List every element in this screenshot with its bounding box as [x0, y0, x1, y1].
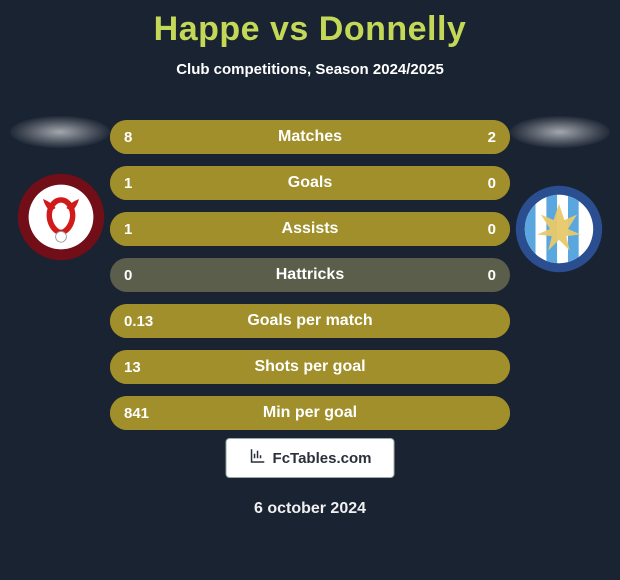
stat-label: Goals per match — [110, 312, 510, 330]
stat-label: Matches — [110, 128, 510, 146]
subtitle: Club competitions, Season 2024/2025 — [0, 61, 620, 78]
stat-label: Hattricks — [110, 266, 510, 284]
stat-rows-container: 82Matches 10Goals 10Assists 00Hattricks 0.13… — [110, 120, 510, 442]
page-title: Happe vs Donnelly — [0, 0, 620, 49]
colchester-united-badge — [514, 184, 604, 274]
footer-site-badge: FcTables.com — [226, 438, 395, 478]
stat-label: Assists — [110, 220, 510, 238]
leyton-orient-badge — [16, 172, 106, 262]
stat-row: 00Hattricks — [110, 258, 510, 292]
stat-row: 841Min per goal — [110, 396, 510, 430]
stat-row: 10Assists — [110, 212, 510, 246]
stat-label: Shots per goal — [110, 358, 510, 376]
stat-row: 82Matches — [110, 120, 510, 154]
stat-row: 0.13Goals per match — [110, 304, 510, 338]
spotlight-left — [10, 116, 110, 148]
stat-row: 13Shots per goal — [110, 350, 510, 384]
stat-row: 10Goals — [110, 166, 510, 200]
stat-label: Goals — [110, 174, 510, 192]
footer-site-text: FcTables.com — [273, 450, 372, 467]
chart-icon — [249, 447, 267, 469]
footer-date: 6 october 2024 — [254, 500, 366, 518]
stat-label: Min per goal — [110, 404, 510, 422]
spotlight-right — [510, 116, 610, 148]
